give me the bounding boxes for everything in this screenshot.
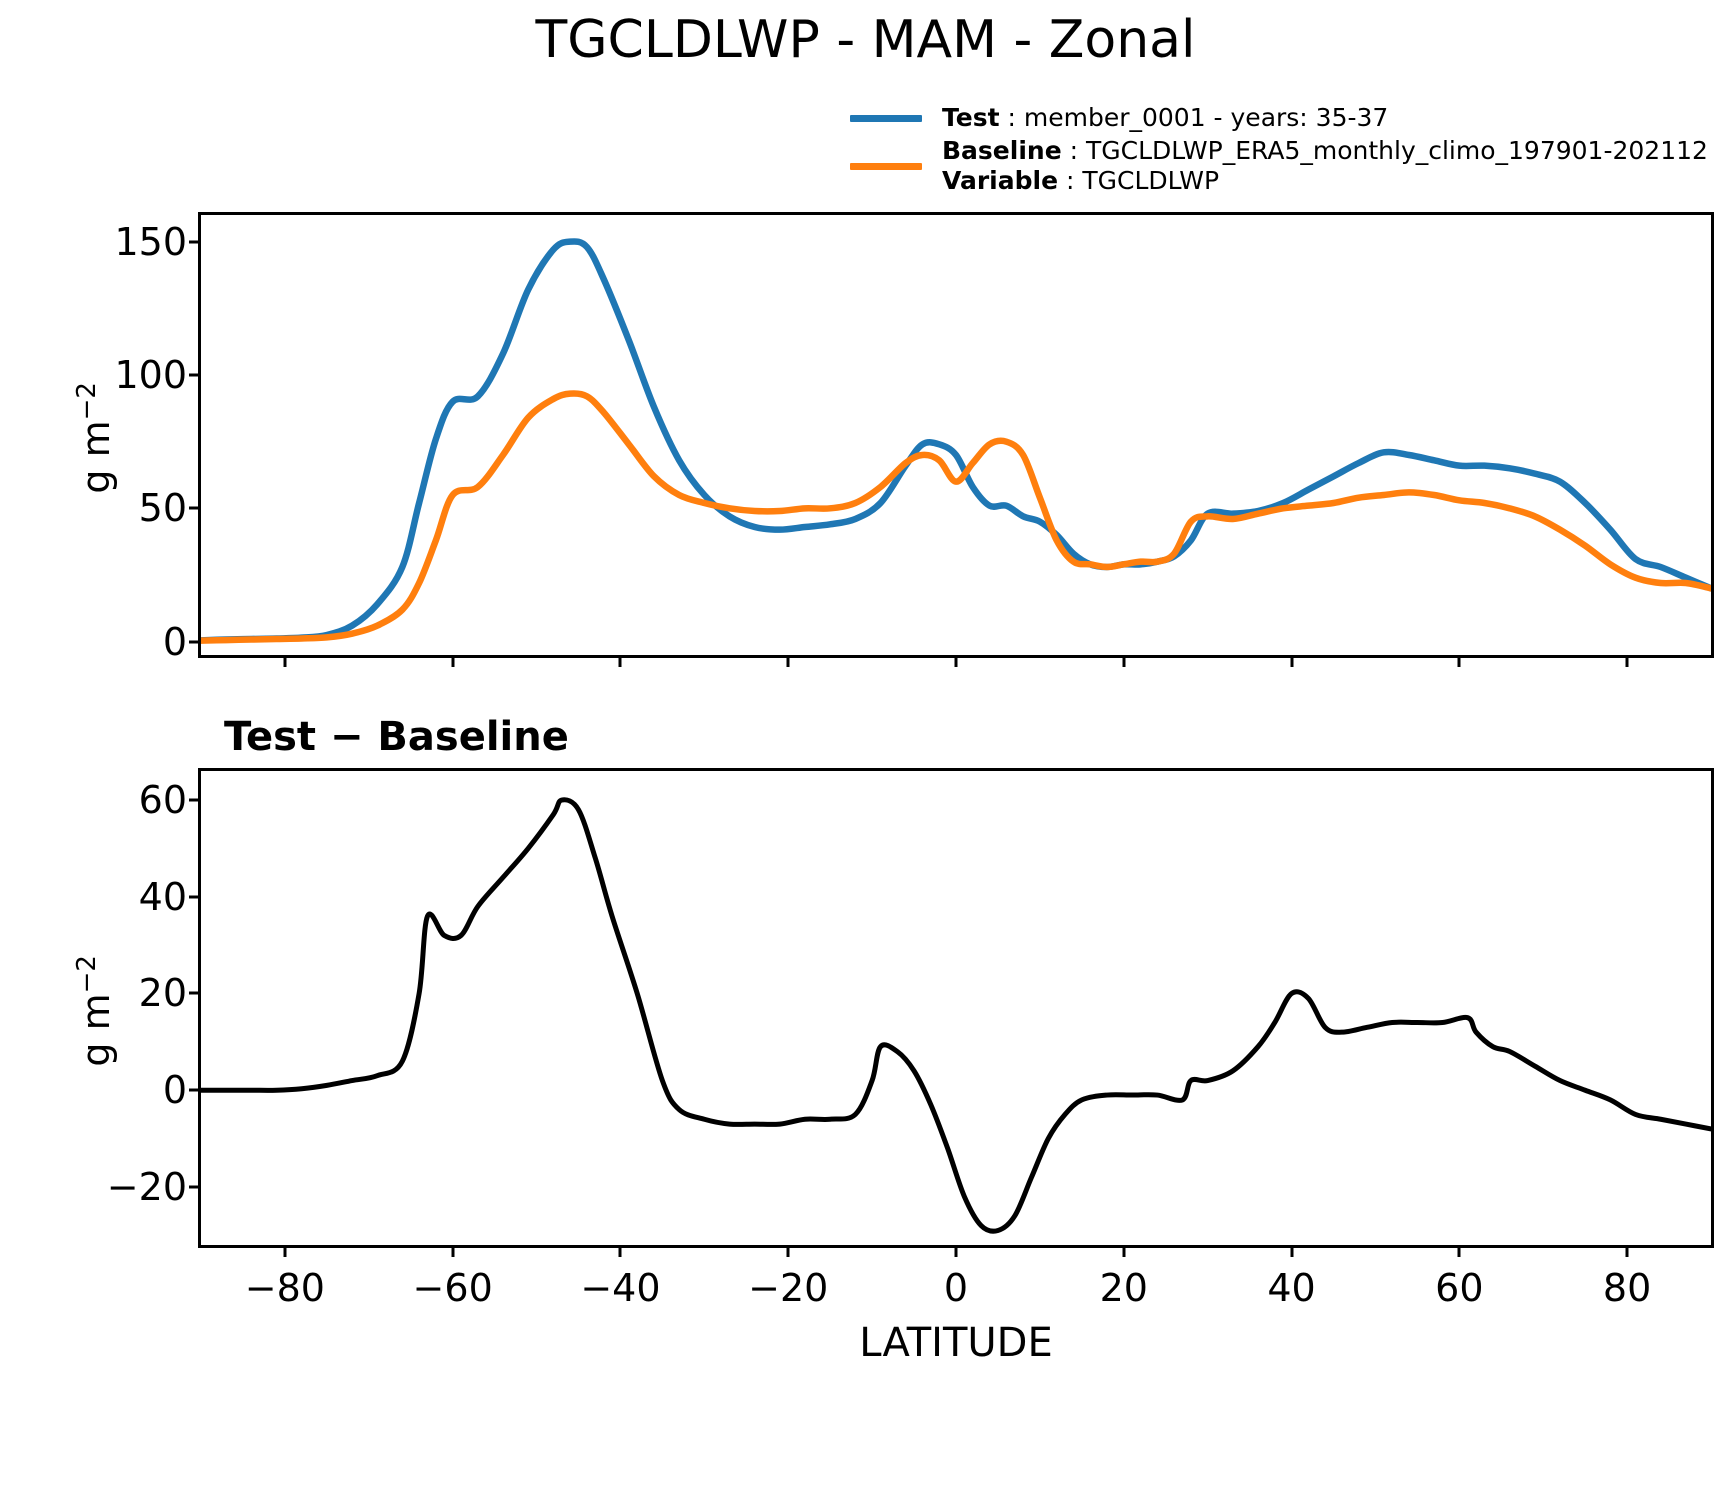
- legend-sep-variable: :: [1058, 166, 1082, 195]
- y-axis-tick-label: −20: [107, 1168, 187, 1206]
- series-line-0: [201, 241, 1711, 640]
- x-axis-tick-label: −60: [413, 1269, 493, 1307]
- y-axis-tick-mark: [189, 240, 201, 243]
- legend-key-variable: Variable: [942, 166, 1058, 195]
- y-axis-tick-label: 100: [114, 356, 187, 394]
- top-panel-y-axis-label: g m−2: [72, 338, 118, 538]
- y-axis-tick-mark: [189, 374, 201, 377]
- x-axis-tick-mark: [787, 655, 790, 667]
- y-axis-tick-label: 40: [139, 878, 187, 916]
- x-axis-tick-mark: [451, 655, 454, 667]
- x-axis-label: LATITUDE: [198, 1320, 1714, 1366]
- x-axis-tick-label: 20: [1100, 1269, 1148, 1307]
- legend-label-variable: Variable : TGCLDLWP: [942, 166, 1708, 196]
- legend-sep-test: :: [1000, 103, 1024, 132]
- x-axis-tick-mark: [1626, 1245, 1629, 1257]
- x-axis-tick-mark: [1458, 1245, 1461, 1257]
- y-axis-tick-mark: [189, 992, 201, 995]
- x-axis-tick-label: −20: [748, 1269, 828, 1307]
- legend-value-baseline: TGCLDLWP_ERA5_monthly_climo_197901-20211…: [1086, 136, 1708, 165]
- legend: Test : member_0001 - years: 35-37 Baseli…: [850, 103, 1730, 196]
- y-axis-tick-mark: [189, 640, 201, 643]
- top-panel-axes: g m−2 050100150: [198, 212, 1714, 658]
- bottom-panel-y-axis-label: g m−2: [72, 911, 118, 1111]
- bottom-panel-plot-area: [201, 771, 1711, 1245]
- y-axis-unit-top: g m: [74, 420, 118, 493]
- y-axis-tick-mark: [189, 895, 201, 898]
- x-axis-tick-mark: [619, 1245, 622, 1257]
- x-axis-tick-label: 40: [1267, 1269, 1315, 1307]
- y-axis-tick-label: 0: [163, 1071, 187, 1109]
- y-axis-tick-mark: [189, 507, 201, 510]
- top-panel-plot-area: [201, 215, 1711, 655]
- y-axis-unit-bot: g m: [74, 993, 118, 1066]
- page-title: TGCLDLWP - MAM - Zonal: [0, 10, 1731, 70]
- legend-label-test: Test : member_0001 - years: 35-37: [942, 103, 1388, 133]
- legend-key-baseline: Baseline: [942, 136, 1062, 165]
- y-axis-tick-label: 20: [139, 974, 187, 1012]
- x-axis-tick-mark: [619, 655, 622, 667]
- figure-canvas: TGCLDLWP - MAM - Zonal Test : member_000…: [0, 0, 1731, 1496]
- legend-value-test: member_0001 - years: 35-37: [1024, 103, 1388, 132]
- x-axis-tick-mark: [1290, 655, 1293, 667]
- x-axis-tick-mark: [787, 1245, 790, 1257]
- x-axis-tick-label: 0: [944, 1269, 968, 1307]
- legend-swatch-test: [850, 115, 922, 122]
- legend-entry-baseline-group: Baseline : TGCLDLWP_ERA5_monthly_climo_1…: [850, 136, 1730, 196]
- x-axis-tick-label: −40: [580, 1269, 660, 1307]
- y-axis-tick-mark: [189, 1185, 201, 1188]
- y-axis-tick-label: 60: [139, 781, 187, 819]
- legend-swatch-baseline: [850, 163, 922, 170]
- x-axis-tick-mark: [1122, 655, 1125, 667]
- legend-entry-test: Test : member_0001 - years: 35-37: [850, 103, 1730, 136]
- y-axis-tick-mark: [189, 799, 201, 802]
- x-axis-tick-mark: [1122, 1245, 1125, 1257]
- x-axis-tick-mark: [283, 655, 286, 667]
- legend-key-test: Test: [942, 103, 1000, 132]
- x-axis-tick-mark: [955, 1245, 958, 1257]
- y-axis-exponent-top: −2: [72, 382, 102, 420]
- x-axis-tick-mark: [283, 1245, 286, 1257]
- x-axis-tick-label: 60: [1435, 1269, 1483, 1307]
- legend-label-baseline: Baseline : TGCLDLWP_ERA5_monthly_climo_1…: [942, 136, 1708, 166]
- bottom-panel-axes: g m−2 −200204060−80−60−40−20020406080: [198, 768, 1714, 1248]
- y-axis-tick-label: 0: [163, 623, 187, 661]
- y-axis-tick-label: 50: [139, 489, 187, 527]
- series-line-0: [201, 800, 1711, 1231]
- x-axis-tick-mark: [955, 655, 958, 667]
- diff-panel-title: Test − Baseline: [224, 714, 569, 760]
- x-axis-tick-mark: [451, 1245, 454, 1257]
- x-axis-tick-label: 80: [1603, 1269, 1651, 1307]
- x-axis-tick-label: −80: [245, 1269, 325, 1307]
- y-axis-exponent-bot: −2: [72, 955, 102, 993]
- x-axis-tick-mark: [1626, 655, 1629, 667]
- y-axis-tick-mark: [189, 1089, 201, 1092]
- series-line-1: [201, 393, 1711, 640]
- y-axis-tick-label: 150: [114, 223, 187, 261]
- legend-value-variable: TGCLDLWP: [1082, 166, 1219, 195]
- x-axis-tick-mark: [1290, 1245, 1293, 1257]
- legend-sep-baseline: :: [1062, 136, 1086, 165]
- x-axis-tick-mark: [1458, 655, 1461, 667]
